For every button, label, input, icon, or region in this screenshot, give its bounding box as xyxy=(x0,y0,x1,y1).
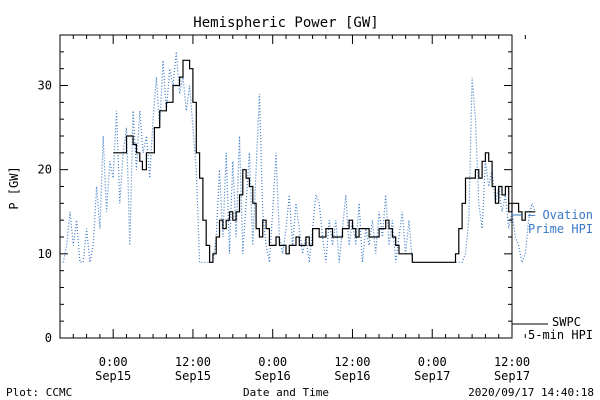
x-tick-label-time: 0:00 xyxy=(99,355,128,369)
legend-ovation-label-line2: Prime HPI xyxy=(528,222,593,236)
x-tick-label-time: 12:00 xyxy=(334,355,370,369)
series-ovation-prime-line xyxy=(62,51,536,265)
footer-plot-credit: Plot: CCMC xyxy=(6,386,72,399)
chart-title: Hemispheric Power [GW] xyxy=(193,15,378,31)
legend-swpc-label-line2: 5-min HPI xyxy=(528,328,593,342)
x-tick-label-day: Sep16 xyxy=(334,369,370,383)
x-tick-label-time: 0:00 xyxy=(418,355,447,369)
legend-swpc-label-line1: SWPC xyxy=(552,315,581,329)
y-axis-label: P [GW] xyxy=(7,166,21,209)
x-tick-label-time: 12:00 xyxy=(494,355,530,369)
series-swpc-line xyxy=(113,59,536,263)
x-tick-label-day: Sep17 xyxy=(494,369,530,383)
x-tick-label-day: Sep15 xyxy=(95,369,131,383)
legend-ovation-label-line1: — Ovation xyxy=(528,208,593,222)
x-tick-label-time: 0:00 xyxy=(258,355,287,369)
y-tick-label: 10 xyxy=(38,247,52,261)
y-tick-label: 20 xyxy=(38,163,52,177)
x-axis: 0:00Sep1512:00Sep150:00Sep1612:00Sep160:… xyxy=(72,35,530,383)
y-tick-label: 0 xyxy=(45,331,52,345)
x-tick-label-day: Sep17 xyxy=(414,369,450,383)
x-tick-label-day: Sep15 xyxy=(175,369,211,383)
y-axis: 0 10 20 30 xyxy=(38,34,512,345)
x-tick-label-time: 12:00 xyxy=(175,355,211,369)
x-tick-label-day: Sep16 xyxy=(255,369,291,383)
y-tick-label: 30 xyxy=(38,79,52,93)
footer-timestamp: 2020/09/17 14:40:18 xyxy=(468,386,594,399)
x-axis-label: Date and Time xyxy=(243,386,329,399)
